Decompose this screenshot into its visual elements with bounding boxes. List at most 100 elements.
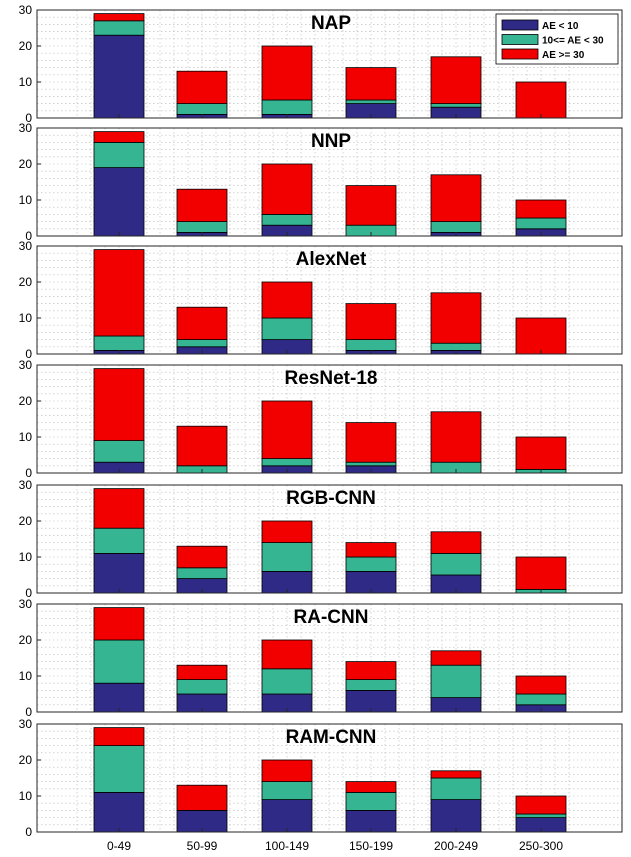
- bar-ae-30-250-300: [515, 317, 567, 355]
- bar-ae-30-200-249: [430, 531, 482, 554]
- chart-panel-rgb-cnn: 0 10 20 30 RGB-CNN: [19, 478, 623, 600]
- legend-label: AE >= 30: [542, 50, 585, 61]
- y-tick-label: 20: [19, 394, 33, 408]
- y-tick-label: 30: [19, 717, 33, 731]
- x-tick-label: 50-99: [187, 839, 218, 853]
- y-tick-label: 0: [25, 111, 32, 125]
- bar-10-ae-30-50-99: [176, 567, 228, 579]
- bar-ae-30-100-149: [261, 45, 313, 101]
- bar-10-ae-30-150-199: [345, 339, 397, 351]
- bar-10-ae-30-0-49: [93, 440, 145, 463]
- bar-ae-30-250-300: [515, 795, 567, 815]
- bar-ae-30-50-99: [176, 664, 228, 681]
- bar-ae-30-50-99: [176, 70, 228, 104]
- chart-panel-ram-cnn: 0 10 20 30 RAM-CNN 0-49 50-99 100-149 150-199 200…: [19, 717, 623, 853]
- bar-10-ae-30-150-199: [345, 99, 397, 104]
- bar-10-ae-30-100-149: [261, 99, 313, 115]
- bar-ae-30-0-49: [93, 368, 145, 442]
- panel-title: NNP: [311, 131, 351, 152]
- panel-title: ResNet-18: [285, 368, 378, 389]
- legend-swatch: [501, 19, 539, 31]
- y-tick-label: 20: [19, 39, 33, 53]
- bar-10-ae-30-200-249: [430, 553, 482, 576]
- chart-panel-alexnet: 0 10 20 30 AlexNet: [19, 239, 623, 361]
- bar-ae-30-150-199: [345, 67, 397, 101]
- bar-10-ae-30-50-99: [176, 221, 228, 233]
- bar-10-ae-30-0-49: [93, 141, 145, 168]
- y-tick-label: 30: [19, 358, 33, 372]
- bar-ae-30-200-249: [430, 174, 482, 223]
- y-tick-label: 10: [19, 193, 33, 207]
- bar-10-ae-30-50-99: [176, 103, 228, 115]
- bar-10-ae-30-100-149: [261, 781, 313, 800]
- bar-10-ae-30-200-249: [430, 221, 482, 233]
- y-tick-label: 20: [19, 275, 33, 289]
- y-tick-label: 10: [19, 75, 33, 89]
- bar-ae-30-50-99: [176, 188, 228, 222]
- bar-ae-30-100-149: [261, 639, 313, 670]
- x-tick-label: 100-149: [265, 839, 309, 853]
- bar-ae-30-50-99: [176, 545, 228, 569]
- y-tick-label: 10: [19, 311, 33, 325]
- bar-ae-30-50-99: [176, 784, 228, 811]
- bar-ae-10-0-49: [93, 682, 145, 713]
- legend: AE < 10 10<= AE < 30 AE >= 30: [495, 13, 619, 65]
- bar-10-ae-30-200-249: [430, 777, 482, 801]
- bar-ae-30-0-49: [93, 607, 145, 641]
- bar-10-ae-30-100-149: [261, 542, 313, 572]
- axis-frame: [36, 245, 623, 355]
- bar-ae-30-200-249: [430, 650, 482, 666]
- y-tick-label: 20: [19, 514, 33, 528]
- bar-ae-30-150-199: [345, 422, 397, 463]
- y-tick-label: 30: [19, 3, 33, 17]
- bar-ae-30-250-300: [515, 436, 567, 470]
- bar-10-ae-30-200-249: [430, 664, 482, 699]
- bar-ae-30-50-99: [176, 306, 228, 341]
- bar-10-ae-30-250-300: [515, 813, 567, 818]
- y-tick-label: 0: [25, 825, 32, 839]
- bar-10-ae-30-100-149: [261, 458, 313, 467]
- y-tick-label: 10: [19, 430, 33, 444]
- bar-ae-30-200-249: [430, 411, 482, 463]
- bar-10-ae-30-250-300: [515, 693, 567, 706]
- y-tick-label: 0: [25, 347, 32, 361]
- bar-10-ae-30-200-249: [430, 342, 482, 351]
- y-tick-label: 0: [25, 705, 32, 719]
- bar-10-ae-30-250-300: [515, 217, 567, 230]
- chart-panel-ra-cnn: 0 10 20 30 RA-CNN: [19, 597, 623, 719]
- y-tick-label: 20: [19, 753, 33, 767]
- axis-frame: [36, 364, 623, 474]
- axis-frame: [36, 127, 623, 237]
- bar-ae-30-150-199: [345, 661, 397, 680]
- bar-ae-30-250-300: [515, 81, 567, 119]
- bar-ae-10-0-49: [93, 34, 145, 119]
- chart-panel-resnet-18: 0 10 20 30 ResNet-18: [19, 358, 623, 480]
- bar-ae-10-0-49: [93, 792, 145, 833]
- bar-ae-10-100-149: [261, 799, 313, 833]
- legend-label: AE < 10: [542, 21, 579, 32]
- axis-frame: [36, 723, 623, 833]
- bar-10-ae-30-100-149: [261, 213, 313, 226]
- axis-frame: [36, 603, 623, 713]
- x-tick-label: 150-199: [349, 839, 393, 853]
- legend-swatch: [501, 34, 539, 45]
- y-tick-label: 30: [19, 121, 33, 135]
- bar-ae-30-150-199: [345, 185, 397, 226]
- bar-10-ae-30-150-199: [345, 461, 397, 467]
- bar-ae-30-100-149: [261, 281, 313, 319]
- bar-ae-30-250-300: [515, 556, 567, 590]
- chart-panel-nnp: 0 10 20 30 NNP: [19, 121, 623, 243]
- legend-swatch: [501, 48, 539, 60]
- bar-ae-30-0-49: [93, 13, 145, 22]
- bar-ae-30-0-49: [93, 488, 145, 529]
- y-tick-label: 20: [19, 157, 33, 171]
- panel-title: AlexNet: [296, 249, 367, 270]
- bar-10-ae-30-50-99: [176, 339, 228, 348]
- y-tick-label: 10: [19, 669, 33, 683]
- bar-10-ae-30-100-149: [261, 668, 313, 695]
- y-tick-label: 0: [25, 466, 32, 480]
- bar-ae-10-0-49: [93, 553, 145, 594]
- panel-title: NAP: [311, 13, 351, 34]
- x-tick-label: 0-49: [107, 839, 131, 853]
